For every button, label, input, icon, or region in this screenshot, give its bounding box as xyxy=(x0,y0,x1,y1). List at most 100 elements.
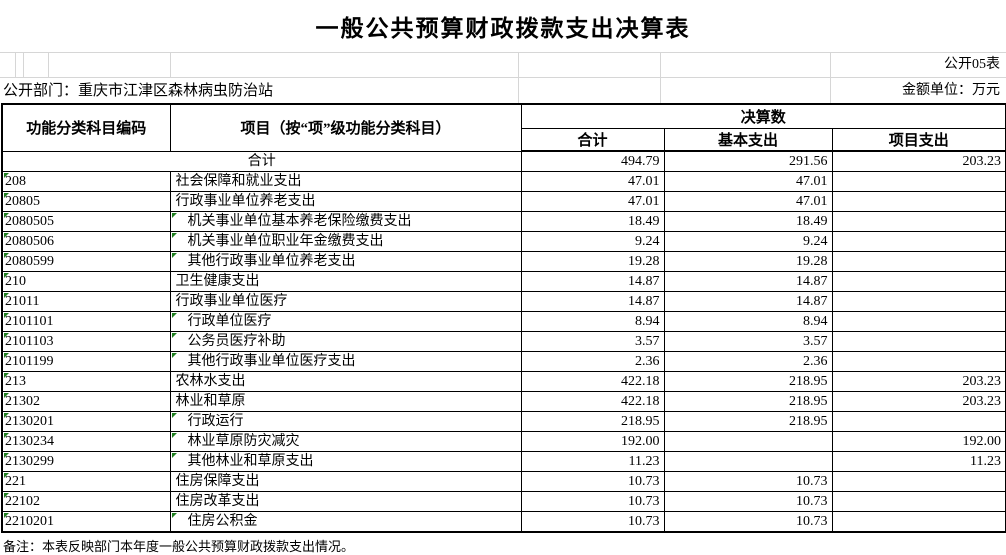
total-cell: 422.18 xyxy=(520,391,665,412)
flag-triangle-icon xyxy=(171,353,177,358)
project-expense-cell xyxy=(831,251,1006,272)
code-value: 221 xyxy=(5,474,26,489)
code-value: 2210201 xyxy=(5,514,54,529)
total-cell: 8.94 xyxy=(520,311,665,332)
budget-table: 功能分类科目编码 项目（按“项”级功能分类科目） 决算数 合计 基本支出 项目支… xyxy=(1,103,1006,533)
project-cell: 住房保障支出 xyxy=(169,471,522,492)
table-row: 21302 林业和草原 422.18 218.95 203.23 xyxy=(1,391,1006,412)
flag-triangle-icon xyxy=(171,453,177,458)
project-cell: 林业草原防灾减灾 xyxy=(169,431,522,452)
project-name: 其他林业和草原支出 xyxy=(187,454,314,469)
table-row: 2101101 行政单位医疗 8.94 8.94 xyxy=(1,311,1006,332)
total-cell: 10.73 xyxy=(520,511,665,533)
project-expense-cell xyxy=(831,271,1006,292)
total-cell: 10.73 xyxy=(520,491,665,512)
total-cell: 47.01 xyxy=(520,191,665,212)
sheet-label: 公开05表 xyxy=(944,57,1000,72)
code-value: 210 xyxy=(5,274,26,289)
basic-expense-cell: 10.73 xyxy=(663,471,833,492)
basic-expense-cell: 14.87 xyxy=(663,291,833,312)
total-cell: 9.24 xyxy=(520,231,665,252)
basic-expense-cell xyxy=(663,451,833,472)
project-name: 住房保障支出 xyxy=(175,474,260,489)
code-cell: 21011 xyxy=(1,291,171,312)
code-value: 2130234 xyxy=(5,434,54,449)
gridline xyxy=(518,53,519,77)
project-expense-cell xyxy=(831,291,1006,312)
flag-triangle-icon xyxy=(171,413,177,418)
total-cell: 11.23 xyxy=(520,451,665,472)
flag-triangle-icon xyxy=(4,193,9,198)
code-cell: 2101103 xyxy=(1,331,171,352)
project-expense-cell xyxy=(831,411,1006,432)
flag-triangle-icon xyxy=(171,313,177,318)
header-total: 合计 xyxy=(520,127,665,152)
flag-triangle-icon xyxy=(4,393,9,398)
project-cell: 林业和草原 xyxy=(169,391,522,412)
project-expense-cell xyxy=(831,311,1006,332)
table-row: 22102 住房改革支出 10.73 10.73 xyxy=(1,491,1006,512)
project-name: 行政事业单位养老支出 xyxy=(175,194,316,209)
flag-triangle-icon xyxy=(171,253,177,258)
code-cell: 213 xyxy=(1,371,171,392)
project-cell: 其他林业和草原支出 xyxy=(169,451,522,472)
flag-triangle-icon xyxy=(171,513,177,518)
code-cell: 2130234 xyxy=(1,431,171,452)
project-expense-cell xyxy=(831,511,1006,533)
project-expense-cell xyxy=(831,231,1006,252)
table-row: 208 社会保障和就业支出 47.01 47.01 xyxy=(1,171,1006,192)
flag-triangle-icon xyxy=(171,433,177,438)
basic-expense-cell: 218.95 xyxy=(663,391,833,412)
gridline xyxy=(48,53,49,77)
basic-expense-cell xyxy=(663,431,833,452)
project-cell: 住房改革支出 xyxy=(169,491,522,512)
gridline xyxy=(660,53,661,77)
project-cell: 机关事业单位基本养老保险缴费支出 xyxy=(169,211,522,232)
code-cell: 20805 xyxy=(1,191,171,212)
table-row: 2080599 其他行政事业单位养老支出 19.28 19.28 xyxy=(1,251,1006,272)
table-row: 2101103 公务员医疗补助 3.57 3.57 xyxy=(1,331,1006,352)
grand-total-project: 203.23 xyxy=(831,150,1006,172)
grand-total-total: 494.79 xyxy=(520,150,665,172)
total-cell: 10.73 xyxy=(520,471,665,492)
code-value: 2080506 xyxy=(5,234,54,249)
project-name: 行政运行 xyxy=(187,414,244,429)
flag-triangle-icon xyxy=(4,253,9,258)
flag-triangle-icon xyxy=(4,413,9,418)
project-expense-cell xyxy=(831,171,1006,192)
code-cell: 2080505 xyxy=(1,211,171,232)
total-cell: 14.87 xyxy=(520,291,665,312)
header-project: 项目（按“项”级功能分类科目） xyxy=(169,103,522,152)
project-name: 其他行政事业单位养老支出 xyxy=(187,254,356,269)
basic-expense-cell: 47.01 xyxy=(663,171,833,192)
project-name: 行政事业单位医疗 xyxy=(175,294,288,309)
project-expense-cell xyxy=(831,191,1006,212)
project-expense-cell xyxy=(831,211,1006,232)
code-value: 2130299 xyxy=(5,454,54,469)
code-value: 22102 xyxy=(5,494,40,509)
basic-expense-cell: 9.24 xyxy=(663,231,833,252)
code-cell: 208 xyxy=(1,171,171,192)
flag-triangle-icon xyxy=(4,513,9,518)
basic-expense-cell: 14.87 xyxy=(663,271,833,292)
code-cell: 221 xyxy=(1,471,171,492)
code-cell: 2130299 xyxy=(1,451,171,472)
table-body: 合计 494.79 291.56 203.23 208 社会保障和就业支出 47… xyxy=(1,150,1006,533)
code-value: 2101101 xyxy=(5,314,54,329)
total-cell: 19.28 xyxy=(520,251,665,272)
grand-total-basic: 291.56 xyxy=(663,150,833,172)
table-row: 2080505 机关事业单位基本养老保险缴费支出 18.49 18.49 xyxy=(1,211,1006,232)
header-project-expense: 项目支出 xyxy=(831,127,1006,152)
flag-triangle-icon xyxy=(4,293,9,298)
project-expense-cell: 192.00 xyxy=(831,431,1006,452)
basic-expense-cell: 10.73 xyxy=(663,491,833,512)
code-cell: 2080506 xyxy=(1,231,171,252)
code-cell: 210 xyxy=(1,271,171,292)
total-cell: 18.49 xyxy=(520,211,665,232)
basic-expense-cell: 19.28 xyxy=(663,251,833,272)
table-row: 2130234 林业草原防灾减灾 192.00 192.00 xyxy=(1,431,1006,452)
table-row: 2101199 其他行政事业单位医疗支出 2.36 2.36 xyxy=(1,351,1006,372)
table-row: 2130201 行政运行 218.95 218.95 xyxy=(1,411,1006,432)
basic-expense-cell: 10.73 xyxy=(663,511,833,533)
basic-expense-cell: 3.57 xyxy=(663,331,833,352)
